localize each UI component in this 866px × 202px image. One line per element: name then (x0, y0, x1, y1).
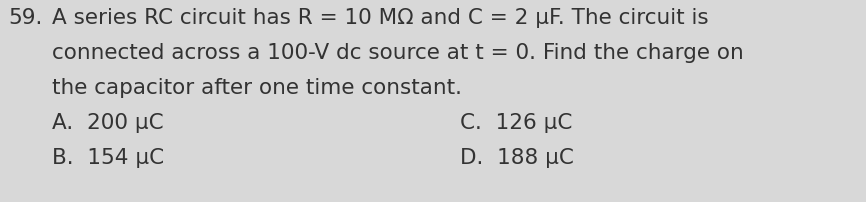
Text: D.  188 μC: D. 188 μC (460, 147, 574, 167)
Text: C.  126 μC: C. 126 μC (460, 113, 572, 132)
Text: 59.: 59. (8, 8, 42, 28)
Text: connected across a 100-V dc source at t = 0. Find the charge on: connected across a 100-V dc source at t … (52, 43, 744, 63)
Text: A series RC circuit has R = 10 MΩ and C = 2 μF. The circuit is: A series RC circuit has R = 10 MΩ and C … (52, 8, 708, 28)
Text: B.  154 μC: B. 154 μC (52, 147, 165, 167)
Text: A.  200 μC: A. 200 μC (52, 113, 164, 132)
Text: the capacitor after one time constant.: the capacitor after one time constant. (52, 78, 462, 98)
